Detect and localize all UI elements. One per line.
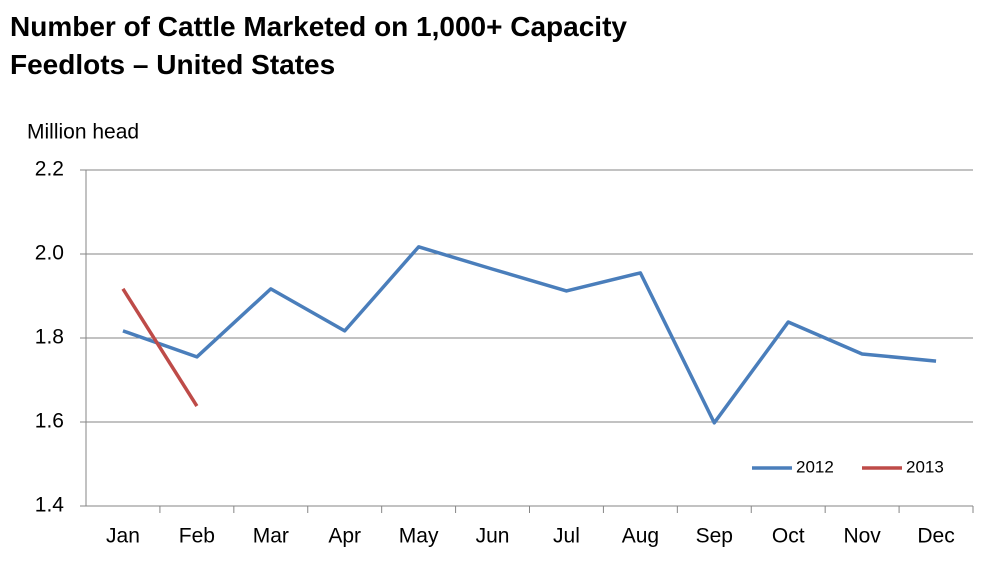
x-tick-label: Oct xyxy=(772,525,805,548)
chart-title-line-1: Number of Cattle Marketed on 1,000+ Capa… xyxy=(10,11,627,42)
x-tick-label: Feb xyxy=(179,525,215,548)
x-tick-label: Nov xyxy=(843,525,881,548)
y-tick-label: 1.6 xyxy=(35,410,64,433)
x-tick-label: May xyxy=(399,525,439,548)
x-tick-label: Mar xyxy=(253,525,289,548)
y-tick-label: 1.4 xyxy=(35,494,65,517)
y-tick-label: 2.2 xyxy=(35,158,64,181)
y-axis-label: Million head xyxy=(27,121,139,144)
x-tick-label: Jul xyxy=(553,525,580,548)
series-line xyxy=(122,245,937,425)
y-tick-label: 1.8 xyxy=(35,326,64,349)
x-tick-label: Dec xyxy=(917,525,954,548)
legend-label: 2013 xyxy=(906,457,944,476)
x-tick-label: Jan xyxy=(106,525,140,548)
x-tick-label: Apr xyxy=(328,525,361,548)
legend-label: 2012 xyxy=(796,457,834,476)
x-tick-label: Aug xyxy=(622,525,659,548)
y-tick-label: 2.0 xyxy=(35,242,64,265)
chart-title-line-2: Feedlots – United States xyxy=(10,49,335,80)
x-tick-label: Sep xyxy=(696,525,733,548)
series-line xyxy=(121,287,199,407)
x-tick-label: Jun xyxy=(476,525,510,548)
